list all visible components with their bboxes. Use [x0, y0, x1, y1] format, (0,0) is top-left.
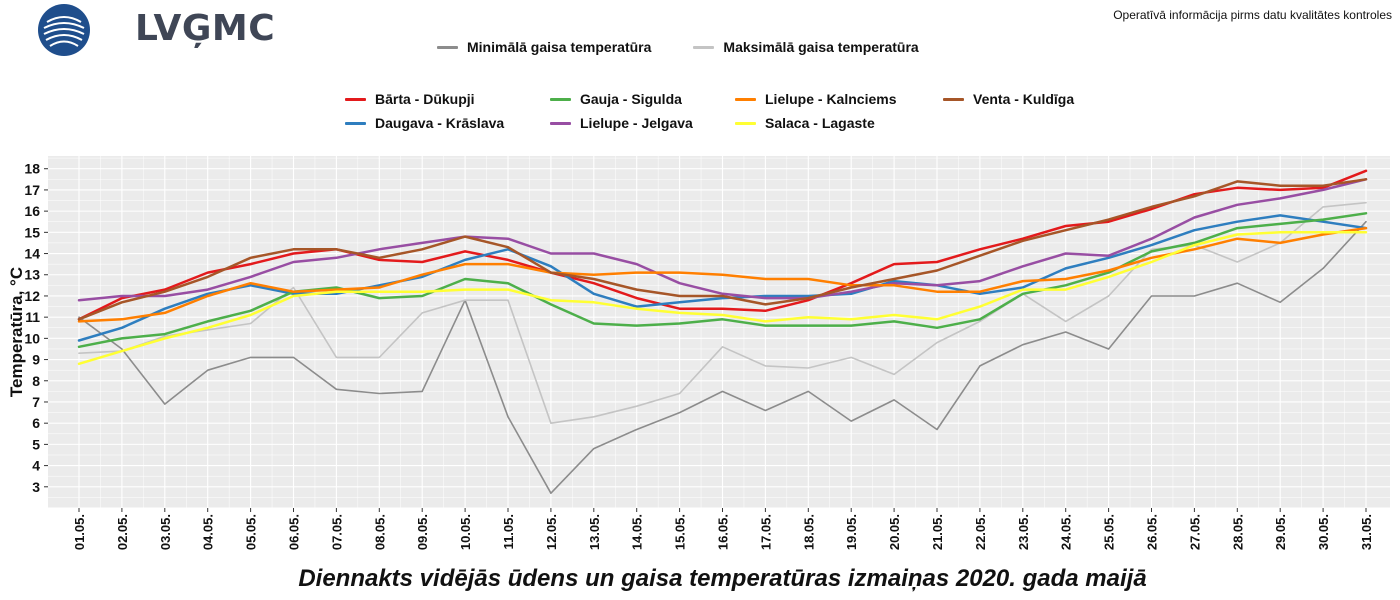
x-tick-label: 07.05.	[329, 514, 344, 550]
x-tick-label: 01.05.	[72, 514, 87, 550]
legend-label-salaca: Salaca - Lagaste	[765, 115, 875, 131]
chart-title: Diennakts vidējās ūdens un gaisa tempera…	[298, 565, 1147, 592]
y-tick-label: 4	[32, 458, 40, 474]
lvgmc-logo: LVĢMC	[37, 2, 275, 58]
x-tick-label: 17.05.	[758, 514, 773, 550]
y-tick-label: 13	[24, 267, 40, 283]
x-tick-label: 26.05.	[1145, 514, 1160, 550]
legend-label-min-air: Minimālā gaisa temperatūra	[467, 39, 652, 55]
legend-swatch-daugava	[345, 121, 366, 125]
series-line-barta	[77, 169, 1368, 321]
x-tick-label: 09.05.	[415, 514, 430, 550]
x-tick-label: 30.05.	[1316, 514, 1331, 550]
legend-label-lielupe-jelgava: Lielupe - Jelgava	[580, 115, 693, 131]
y-tick-label: 7	[32, 394, 40, 410]
y-tick-label: 6	[32, 415, 40, 431]
x-tick-label: 11.05.	[501, 514, 516, 549]
x-tick-label: 04.05.	[201, 514, 216, 550]
x-axis-ticks: 01.05. 02.05. 03.05. 04.05. 05.05. 06.05. 07.0…	[72, 508, 1374, 550]
legend-label-venta: Venta - Kuldīga	[973, 91, 1075, 107]
legend-item-max-air: Maksimālā gaisa temperatūra	[693, 39, 919, 55]
legend-label-daugava: Daugava - Krāslava	[375, 115, 505, 131]
x-tick-label: 19.05.	[844, 514, 859, 550]
x-tick-label: 22.05.	[973, 514, 988, 550]
x-tick-label: 27.05.	[1187, 514, 1202, 550]
legend-label-gauja: Gauja - Sigulda	[580, 91, 682, 107]
x-tick-label: 23.05.	[1016, 514, 1031, 550]
legend-swatch-lielupe-kalnciems	[735, 97, 756, 101]
y-tick-label: 8	[32, 373, 40, 389]
legend-label-max-air: Maksimālā gaisa temperatūra	[723, 39, 919, 55]
y-axis-label: Temperatūra, °C	[7, 266, 26, 398]
x-tick-label: 21.05.	[930, 514, 945, 550]
legend-swatch-salaca	[735, 121, 756, 125]
legend-swatch-lielupe-jelgava	[550, 121, 571, 125]
y-tick-label: 15	[24, 224, 40, 240]
y-tick-label: 5	[32, 436, 40, 452]
y-tick-label: 16	[24, 203, 40, 219]
y-tick-label: 11	[25, 309, 40, 325]
x-tick-label: 28.05.	[1230, 514, 1245, 550]
legend-item-barta: Bārta - Dūkupji	[345, 91, 550, 107]
legend-label-lielupe-kalnciems: Lielupe - Kalnciems	[765, 91, 897, 107]
legend-swatch-venta	[943, 97, 964, 101]
series-line-salaca	[77, 231, 1368, 366]
legend-item-venta: Venta - Kuldīga	[943, 91, 1103, 107]
x-tick-label: 31.05.	[1359, 514, 1374, 550]
x-tick-label: 16.05.	[716, 514, 731, 550]
legend-swatch-max-air	[693, 45, 715, 49]
x-tick-label: 24.05.	[1059, 514, 1074, 550]
legend-air: Minimālā gaisa temperatūra Maksimālā gai…	[437, 39, 919, 55]
y-tick-label: 14	[24, 246, 40, 262]
y-tick-label: 9	[32, 352, 40, 368]
series-line-venta	[77, 178, 1368, 321]
legend-item-daugava: Daugava - Krāslava	[345, 115, 550, 131]
x-tick-label: 15.05.	[673, 514, 688, 550]
y-axis-ticks: 3 4 5 6 7 8 9 10 11 12 13 14 15 16 17 18	[24, 161, 48, 495]
y-tick-label: 18	[24, 161, 40, 177]
plot-background	[48, 156, 1390, 508]
y-tick-label: 12	[24, 288, 40, 304]
x-tick-label: 12.05.	[544, 514, 559, 550]
x-tick-label: 13.05.	[587, 514, 602, 550]
series-line-lielupe-kalnciems	[77, 226, 1368, 323]
legend-label-barta: Bārta - Dūkupji	[375, 91, 475, 107]
legend-item-gauja: Gauja - Sigulda	[550, 91, 735, 107]
x-tick-label: 25.05.	[1102, 514, 1117, 550]
logo-emblem-icon	[38, 4, 90, 56]
legend-item-salaca: Salaca - Lagaste	[735, 115, 943, 131]
data-quality-note: Operatīvā informācija pirms datu kvalitā…	[1113, 8, 1392, 22]
x-tick-label: 06.05.	[287, 514, 302, 550]
legend-swatch-min-air	[437, 45, 458, 49]
legend-swatch-gauja	[550, 97, 571, 101]
legend-item-min-air: Minimālā gaisa temperatūra	[437, 39, 651, 55]
legend-swatch-barta	[345, 97, 366, 101]
x-tick-label: 10.05.	[458, 514, 473, 550]
x-tick-label: 14.05.	[630, 514, 645, 550]
series-line-min-air	[78, 220, 1367, 495]
x-tick-label: 18.05.	[801, 514, 816, 550]
y-tick-label: 17	[24, 182, 40, 198]
y-tick-label: 3	[32, 479, 40, 495]
logo-text: LVĢMC	[135, 8, 276, 49]
x-tick-label: 08.05.	[372, 514, 387, 550]
x-tick-label: 05.05.	[244, 514, 259, 550]
x-tick-label: 29.05.	[1273, 514, 1288, 550]
x-tick-label: 20.05.	[887, 514, 902, 550]
series-line-max-air	[78, 201, 1367, 425]
y-tick-label: 10	[24, 330, 40, 346]
x-tick-label: 03.05.	[158, 514, 173, 550]
series-line-lielupe-jelgava	[77, 178, 1368, 302]
series-line-daugava	[77, 214, 1368, 342]
grid-lines	[48, 156, 1390, 509]
legend-item-lielupe-jelgava: Lielupe - Jelgava	[550, 115, 735, 131]
legend-item-lielupe-kalnciems: Lielupe - Kalnciems	[735, 91, 943, 107]
x-tick-label: 02.05.	[115, 514, 130, 550]
series-lines	[77, 169, 1368, 495]
legend-rivers: Bārta - Dūkupji Gauja - Sigulda Lielupe …	[345, 91, 1103, 131]
